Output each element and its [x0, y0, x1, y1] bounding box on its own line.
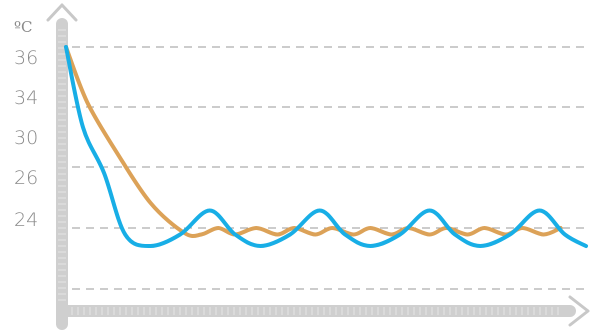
- y-tick-label-36: 36: [14, 47, 38, 69]
- y-tick-group: ºC 36 34 30 26 24: [14, 18, 38, 231]
- y-tick-label-30: 30: [14, 127, 38, 149]
- x-axis-arrow-icon: [568, 295, 590, 327]
- x-axis-minor-ticks: [71, 307, 559, 315]
- y-tick-label-24: 24: [14, 209, 38, 231]
- y-axis-arrow-icon: [46, 3, 78, 22]
- y-tick-label-34: 34: [14, 87, 38, 109]
- y-tick-label-26: 26: [14, 167, 38, 189]
- y-axis-minor-ticks: [58, 29, 66, 301]
- series-line-orange: [64, 45, 563, 239]
- x-axis: [56, 295, 590, 327]
- y-axis-unit-label: ºC: [14, 18, 33, 36]
- series-layer: [64, 45, 588, 249]
- gridlines: [58, 46, 590, 290]
- series-line-blue: [64, 45, 588, 249]
- y-axis: [46, 3, 78, 330]
